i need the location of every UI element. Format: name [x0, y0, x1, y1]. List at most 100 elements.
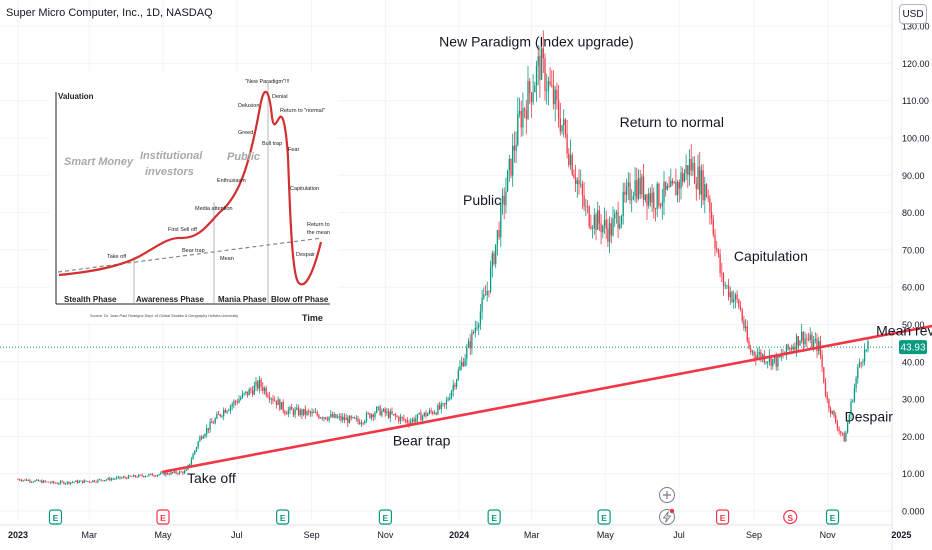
candle-body: [678, 182, 680, 189]
candle-body: [85, 480, 87, 482]
candle-body: [267, 395, 269, 397]
candle-body: [845, 432, 847, 442]
candle-body: [357, 418, 359, 422]
price-tick-label: 40.00: [902, 357, 925, 367]
candle-body: [104, 480, 106, 481]
annotation-label: Bear trap: [393, 433, 451, 449]
candle-body: [100, 479, 102, 481]
candle-body: [712, 219, 714, 235]
candle-body: [501, 195, 504, 204]
annotation-label: Despair: [845, 408, 894, 424]
candle-body: [688, 158, 691, 175]
candle-body: [760, 351, 762, 359]
candle-body: [384, 408, 386, 414]
inset-region-label: Smart Money: [64, 156, 134, 168]
candle-body: [109, 478, 111, 481]
symbol-title: Super Micro Computer, Inc., 1D, NASDAQ: [6, 7, 213, 19]
event-markers[interactable]: EEEEEEESEE: [48, 509, 932, 525]
inset-curve-label: Media attention: [195, 206, 233, 212]
event-marker[interactable]: E: [48, 509, 63, 525]
candle-body: [359, 421, 361, 425]
event-marker-box: [825, 509, 840, 525]
plus-icon[interactable]: [659, 487, 675, 503]
event-marker[interactable]: E: [487, 509, 501, 525]
event-marker[interactable]: E: [825, 509, 840, 525]
event-marker[interactable]: E: [597, 509, 611, 525]
candle-body: [484, 294, 487, 296]
candle-body: [710, 212, 713, 220]
candle-body: [272, 398, 274, 401]
candle-body: [685, 165, 687, 174]
candle-body: [153, 475, 155, 477]
lightning-icon[interactable]: [659, 509, 675, 525]
candle-body: [172, 472, 174, 473]
candle-body: [360, 422, 363, 425]
candle-body: [449, 397, 451, 400]
candle-body: [612, 218, 614, 236]
candle-body: [467, 341, 470, 348]
candle-body: [175, 471, 177, 474]
candle-body: [676, 182, 679, 196]
candle-body: [483, 294, 485, 298]
candle-body: [831, 411, 833, 414]
candle-body: [416, 414, 419, 419]
price-tick-label: 130.00: [902, 22, 930, 32]
candle-body: [122, 476, 125, 478]
candle-body: [608, 223, 611, 242]
candle-body: [666, 185, 669, 190]
candle-body: [121, 477, 123, 479]
candle-body: [476, 327, 478, 329]
price-tick-label: 30.00: [902, 395, 925, 405]
candle-body: [211, 421, 213, 423]
candle-body: [88, 481, 91, 483]
event-marker[interactable]: E: [378, 509, 392, 525]
candle-body: [668, 185, 670, 187]
event-marker[interactable]: E: [715, 509, 730, 525]
currency-button[interactable]: USD: [899, 4, 927, 24]
candle-body: [522, 108, 524, 128]
candle-body: [547, 81, 550, 91]
candle-body: [437, 405, 439, 415]
candle-body: [452, 384, 454, 391]
candle-body: [559, 118, 561, 132]
candle-body: [724, 285, 726, 287]
candle-body: [51, 481, 53, 483]
candle-body: [746, 326, 748, 341]
candle-body: [790, 348, 793, 350]
candle-body: [98, 479, 101, 481]
event-marker[interactable]: E: [156, 509, 170, 525]
candle-body: [42, 480, 45, 483]
candle-body: [607, 228, 609, 242]
candle-body: [240, 397, 242, 400]
candle-body: [229, 406, 232, 411]
annotation-label: Capitulation: [734, 248, 808, 264]
price-tick-label: 90.00: [902, 171, 925, 181]
candle-body: [56, 483, 58, 484]
candle-body: [544, 58, 546, 91]
candle-body: [195, 447, 198, 451]
candle-body: [729, 292, 731, 298]
candle-body: [68, 481, 70, 484]
time-axis[interactable]: 2023 Mar May Jul Sep Nov 2024 Mar May Jul Sep Nov 20…: [8, 530, 932, 540]
candle-body: [648, 193, 650, 206]
candle-body: [707, 196, 709, 199]
candle-body: [216, 413, 218, 419]
candle-body: [705, 184, 708, 197]
candle-body: [394, 414, 397, 417]
event-marker[interactable]: E: [276, 509, 290, 525]
candle-body: [663, 181, 665, 203]
candle-body: [865, 349, 867, 351]
event-marker[interactable]: S: [783, 509, 798, 525]
trendline[interactable]: [161, 283, 932, 474]
candle-body: [659, 205, 662, 207]
candle-body: [535, 66, 538, 86]
event-marker-label: E: [830, 513, 836, 523]
candle-body: [768, 355, 771, 362]
candle-body: [265, 388, 267, 396]
candle-body: [629, 182, 631, 201]
price-axis[interactable]: 0.000 10.00 20.00 30.00 40.00 50.00 60.00 70.00…: [902, 22, 930, 517]
candle-body: [442, 403, 444, 405]
candle-body: [41, 480, 43, 483]
candle-body: [812, 340, 815, 348]
